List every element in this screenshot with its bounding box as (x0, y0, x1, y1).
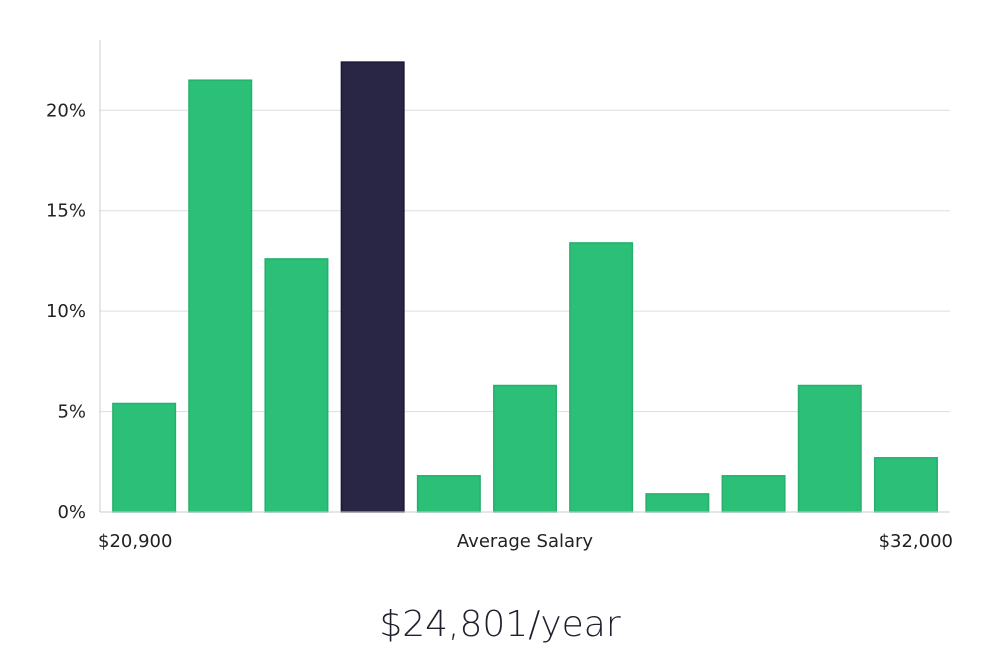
histogram-bar (264, 258, 329, 513)
y-tick-labels: 0% 5% 10% 15% 20% (46, 100, 86, 523)
x-axis-label: Average Salary (457, 531, 594, 552)
bars (112, 61, 938, 513)
y-tick-label: 5% (57, 402, 86, 423)
histogram-bar (873, 457, 938, 513)
salary-histogram: 0% 5% 10% 15% 20% $20,900 Average Salary $32… (46, 40, 953, 552)
histogram-bar (645, 493, 710, 513)
histogram-bar (493, 384, 558, 513)
histogram-bar (416, 475, 481, 513)
y-tick-label: 15% (46, 201, 86, 222)
histogram-bar (797, 384, 862, 513)
histogram-bar-highlighted (340, 61, 405, 513)
histogram-bar (569, 242, 634, 513)
y-tick-label: 0% (57, 502, 86, 523)
x-start-label: $20,900 (98, 531, 172, 552)
histogram-bar (112, 402, 177, 513)
y-tick-label: 10% (46, 301, 86, 322)
average-salary-value: $24,801/year (379, 604, 621, 645)
y-tick-label: 20% (46, 100, 86, 121)
histogram-bar (188, 79, 253, 513)
x-end-label: $32,000 (879, 531, 953, 552)
histogram-bar (721, 475, 786, 513)
